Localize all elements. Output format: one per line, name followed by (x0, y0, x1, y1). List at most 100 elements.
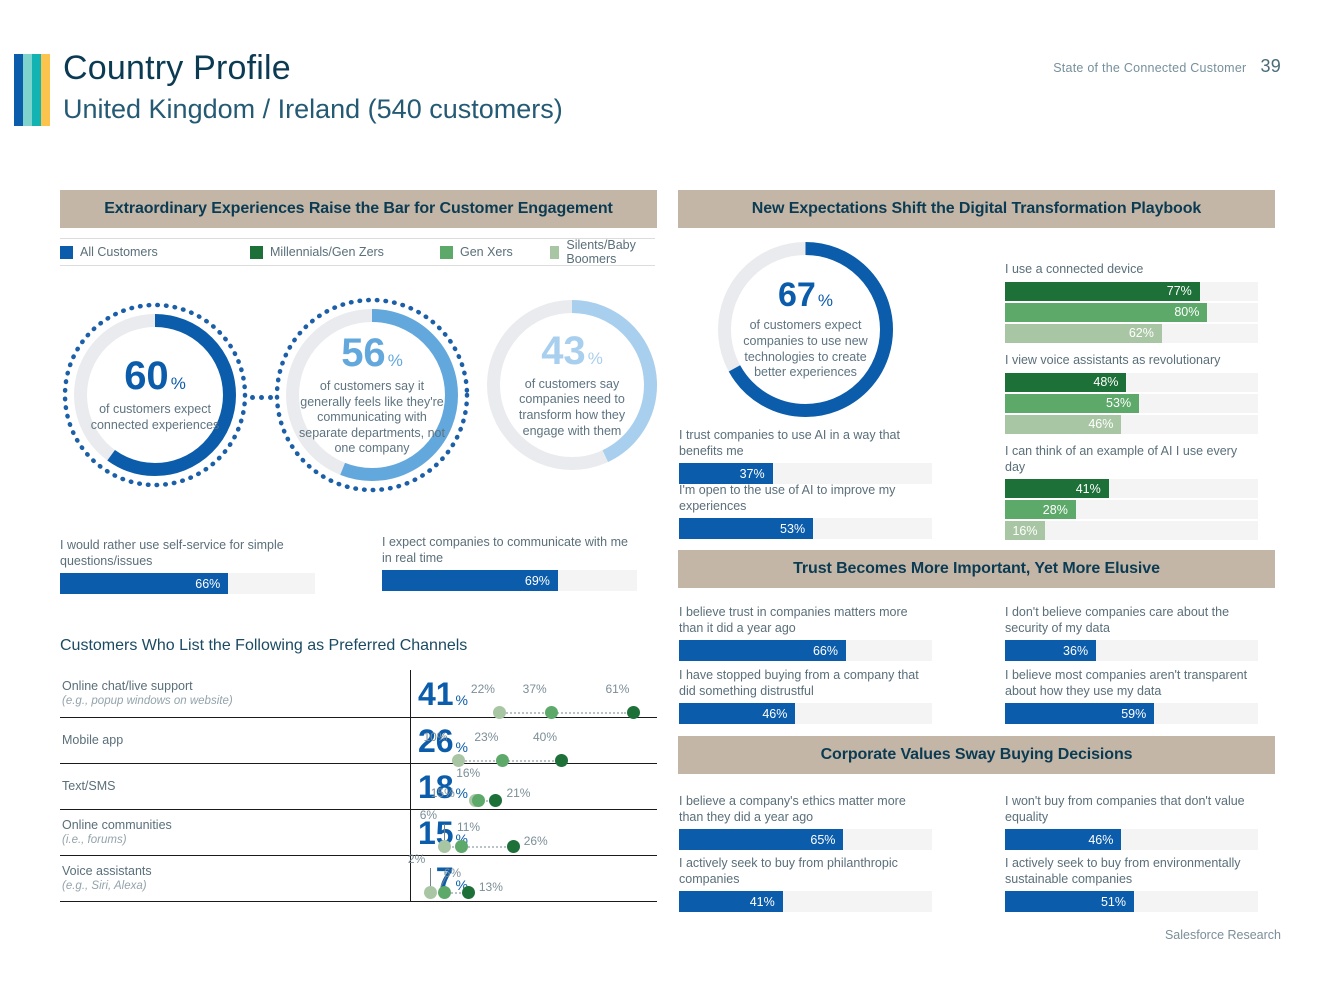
legend-item-2: Gen Xers (440, 245, 513, 259)
channel-name: Online chat/live support (62, 678, 193, 693)
stat-bar-track: 65% (679, 829, 932, 851)
donut-value-block: 67% (778, 278, 833, 312)
percent-sign: % (455, 691, 468, 708)
dot-connector (463, 846, 506, 848)
legend-label: Millennials/Gen Zers (270, 245, 384, 259)
dot-value-label: 16% (456, 766, 481, 780)
channel-name: Mobile app (62, 733, 124, 748)
stat-bar-track: 66% (60, 573, 315, 595)
cohort-dot (437, 840, 451, 853)
cohort-dot (555, 754, 568, 767)
stat-bar-track: 36% (1005, 640, 1258, 662)
channel-note: (e.g., Siri, Alexa) (62, 880, 147, 893)
section-header-engagement: Extraordinary Experiences Raise the Bar … (60, 190, 657, 228)
section-title-engagement: Extraordinary Experiences Raise the Bar … (104, 200, 613, 217)
channel-value: 26 (417, 722, 454, 759)
dot-connector (446, 892, 461, 894)
channel-dot-plot: 10% 23% 40% (410, 718, 657, 767)
trust-bar-3: I believe most companies aren't transpar… (1005, 668, 1258, 725)
channel-note: (i.e., forums) (62, 834, 127, 847)
channel-value: 41 (417, 675, 454, 712)
engagement-bar-1: I expect companies to communicate with m… (382, 535, 637, 592)
dot-connector (460, 760, 496, 762)
donut-stat-2: 43% of customers say companies need to tr… (487, 300, 657, 470)
connector-dot (268, 395, 273, 400)
stat-bar-label: I won't buy from companies that don't va… (1005, 794, 1245, 824)
green-bar-group-0: I use a connected device 77% 80% 62% (1005, 262, 1258, 345)
legend-item-3: Silents/Baby Boomers (550, 238, 655, 266)
green-bar-group-label: I can think of an example of AI I use ev… (1005, 444, 1238, 474)
green-bar-track: 53% (1005, 393, 1258, 413)
stat-bar-fill: 46% (679, 703, 796, 725)
section-title-values: Corporate Values Sway Buying Decisions (820, 746, 1133, 763)
channel-dot-plot: 6% 11% 26% (410, 808, 657, 855)
dot-value-label: 22% (470, 682, 495, 696)
accent-bar-mint (23, 54, 32, 126)
channel-name-cell: Text/SMS (60, 778, 350, 794)
donut-ring (718, 242, 893, 417)
green-bar-track: 16% (1005, 521, 1258, 541)
document-reference: State of the Connected Customer 39 (1053, 56, 1281, 77)
section-header-values: Corporate Values Sway Buying Decisions (678, 736, 1275, 774)
trust-bar-1: I don't believe companies care about the… (1005, 605, 1258, 662)
channel-dot-plot: 2% 6% 13% (408, 852, 657, 901)
dot-value-label: 40% (533, 730, 558, 744)
legend-swatch-icon (440, 245, 453, 259)
stat-bar-fill: 66% (679, 640, 846, 662)
cohort-legend: All Customers Millennials/Gen Zers Gen Xer… (60, 238, 655, 266)
stat-bar-label: I believe trust in companies matters mor… (679, 605, 908, 635)
green-bar-fill-g-dark: 41% (1005, 479, 1109, 499)
channel-row: Mobile app 26% 10% 23% 40% (60, 718, 657, 767)
legend-swatch-icon (550, 245, 560, 259)
stat-bar-fill: 59% (1005, 703, 1155, 725)
channels-title: Customers Who List the Following as Pref… (60, 637, 468, 654)
ai-bar-0: I trust companies to use AI in a way tha… (679, 428, 932, 485)
cohort-dot (496, 754, 510, 767)
stat-bar-label: I don't believe companies care about the… (1005, 605, 1230, 635)
cohort-dot (627, 706, 641, 719)
donut-caption: of customers expect companies to use new… (743, 318, 868, 380)
green-bar-fill-g-light: 46% (1005, 414, 1122, 434)
brand-accent-bars (14, 54, 50, 126)
stat-bar-fill: 69% (382, 570, 558, 592)
cohort-dot (506, 840, 520, 853)
green-bar-track: 46% (1005, 414, 1258, 434)
stat-bar-track: 51% (1005, 891, 1258, 913)
dot-value-label: 11% (456, 820, 481, 834)
stat-bar-label: I would rather use self-service for simp… (60, 538, 284, 568)
stat-bar-fill: 41% (679, 891, 783, 913)
green-bar-track: 28% (1005, 500, 1258, 520)
channel-row: Text/SMS 18% 16% 15% 21% (60, 764, 657, 810)
dot-connector (501, 712, 544, 714)
values-bar-0: I believe a company's ethics matter more… (679, 794, 932, 851)
page-title: Country Profile (63, 49, 291, 87)
document-name: State of the Connected Customer (1053, 61, 1247, 75)
green-bar-track: 62% (1005, 323, 1258, 343)
stat-bar-track: 53% (679, 518, 932, 540)
green-bar-fill-g-mid: 80% (1005, 302, 1208, 322)
green-bar-group-label: I view voice assistants as revolutionary (1005, 353, 1221, 367)
stat-bar-label: I believe a company's ethics matter more… (679, 794, 906, 824)
stat-bar-label: I believe most companies aren't transpar… (1005, 668, 1248, 698)
stat-bar-track: 46% (1005, 829, 1258, 851)
dot-value-label: 6% (419, 808, 438, 822)
channel-name-cell: Online chat/live support (e.g., popup win… (60, 678, 350, 709)
channel-name: Online communities (62, 817, 172, 832)
stat-bar-label: I expect companies to communicate with m… (382, 535, 628, 565)
cohort-dot (437, 886, 451, 899)
donut-value: 67 (778, 276, 816, 315)
dot-value-label: 13% (478, 880, 503, 894)
connector-dot (250, 395, 255, 400)
stat-bar-track: 41% (679, 891, 932, 913)
connector-dot (259, 395, 264, 400)
donut-value: 43 (541, 328, 586, 373)
stat-bar-track: 46% (679, 703, 932, 725)
channel-name-cell: Mobile app (60, 732, 350, 748)
dot-connector (505, 760, 554, 762)
channel-value: 18 (417, 768, 454, 805)
stat-bar-fill: 46% (1005, 829, 1122, 851)
values-bar-1: I won't buy from companies that don't va… (1005, 794, 1258, 851)
accent-bar-gold (41, 54, 50, 126)
cohort-dot (454, 840, 468, 853)
